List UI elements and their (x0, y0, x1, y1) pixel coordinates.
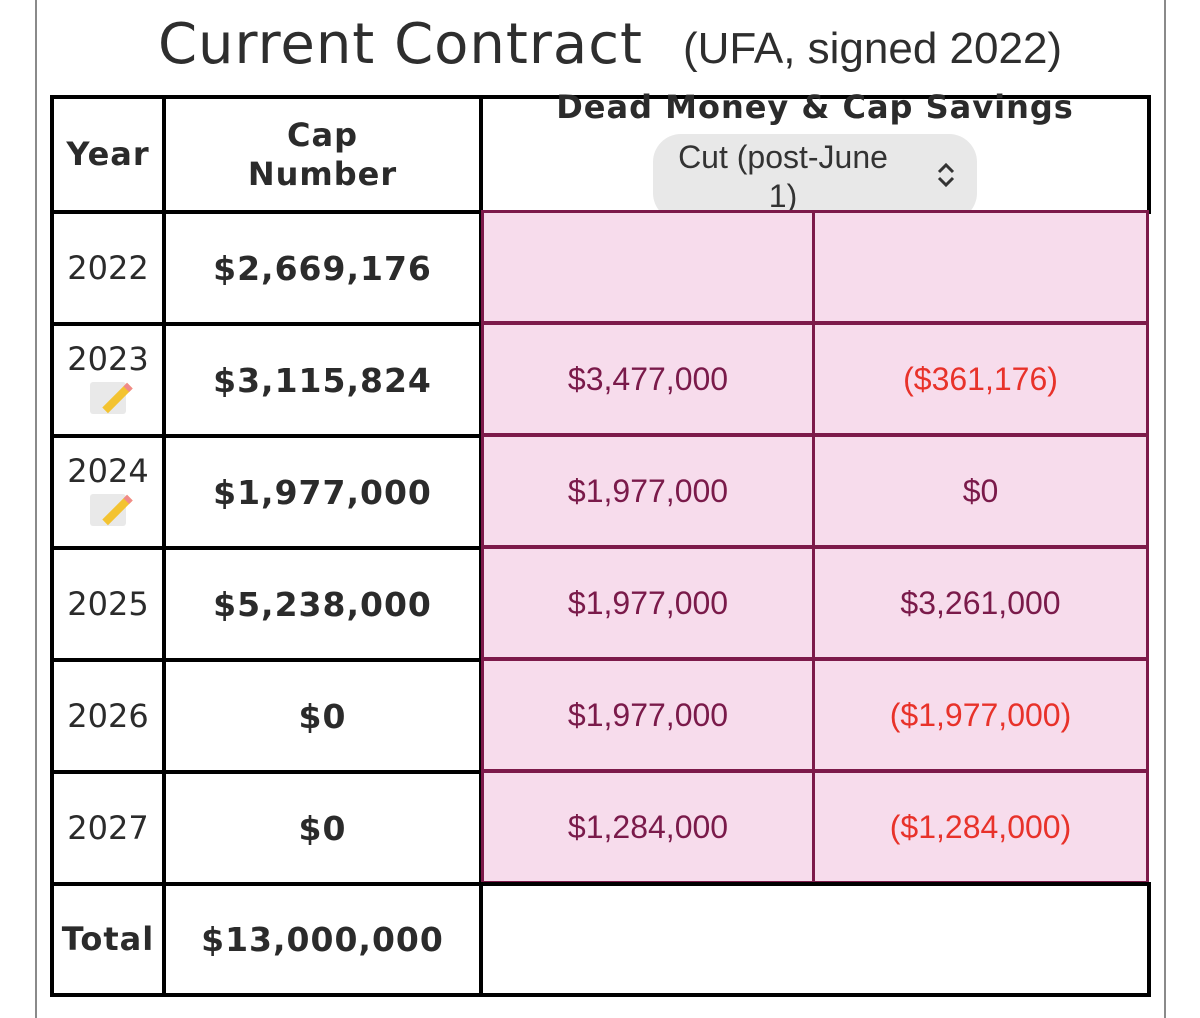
year-cell: 2022 (50, 210, 166, 326)
dead-money-cell: $3,477,000 (481, 322, 815, 436)
cap-savings-cell: ($1,977,000) (812, 658, 1149, 772)
cap-number-cell: $3,115,824 (162, 322, 483, 438)
dead-money-value: $1,977,000 (567, 584, 729, 621)
header-dead-label: Dead Money & Cap Savings (556, 87, 1074, 126)
cap-number-cell: $2,669,176 (162, 210, 483, 326)
header-cap-line2: Number (247, 154, 398, 193)
year-value: 2024 (67, 452, 149, 490)
cap-number-cell: $1,977,000 (162, 434, 483, 550)
scenario-select[interactable]: Cut (post-June 1) (653, 134, 977, 222)
cap-number-value: $2,669,176 (213, 248, 432, 288)
total-label-cell: Total (50, 882, 166, 997)
cap-number-cell: $0 (162, 658, 483, 774)
dead-money-cell: $1,977,000 (481, 658, 815, 772)
header-cap-line1: Cap (287, 116, 358, 155)
cap-number-value: $3,115,824 (213, 360, 432, 400)
scenario-select-value: Cut (post-June 1) (678, 139, 888, 214)
cap-savings-cell: ($1,284,000) (812, 770, 1149, 884)
total-empty-cell (479, 882, 1151, 997)
year-cell: 2023 (50, 322, 166, 438)
dead-money-cell: $1,977,000 (481, 434, 815, 548)
note-pencil-icon[interactable] (90, 382, 126, 414)
left-border (35, 0, 37, 1018)
year-value: 2025 (67, 585, 149, 623)
total-label: Total (61, 920, 155, 959)
dead-money-value: $3,477,000 (567, 360, 729, 397)
dead-money-value: $1,977,000 (567, 472, 729, 509)
title-main: Current Contract (157, 12, 643, 77)
dead-money-cell (481, 210, 815, 324)
header-year-label: Year (66, 135, 150, 174)
dead-money-cell: $1,977,000 (481, 546, 815, 660)
total-cap: $13,000,000 (201, 920, 444, 959)
right-border (1164, 0, 1166, 1018)
cap-number-cell: $5,238,000 (162, 546, 483, 662)
note-pencil-icon[interactable] (90, 494, 126, 526)
cap-number-value: $0 (298, 696, 347, 736)
cap-number-cell: $0 (162, 770, 483, 886)
year-value: 2023 (67, 340, 149, 378)
up-down-chevron-icon (935, 158, 957, 196)
cap-number-value: $5,238,000 (213, 584, 432, 624)
cap-savings-value: ($361,176) (903, 360, 1058, 397)
dead-money-value: $1,284,000 (567, 808, 729, 845)
year-cell: 2024 (50, 434, 166, 550)
cap-savings-value: $3,261,000 (900, 584, 1061, 621)
year-cell: 2025 (50, 546, 166, 662)
cap-savings-cell: $3,261,000 (812, 546, 1149, 660)
cap-savings-cell: ($361,176) (812, 322, 1149, 436)
year-cell: 2027 (50, 770, 166, 886)
section-title: Current Contract (UFA, signed 2022) (0, 12, 1200, 77)
dead-money-cell: $1,284,000 (481, 770, 815, 884)
year-value: 2026 (67, 697, 149, 735)
cap-savings-value: $0 (962, 472, 999, 509)
year-cell: 2026 (50, 658, 166, 774)
cap-number-value: $1,977,000 (213, 472, 432, 512)
year-value: 2027 (67, 809, 149, 847)
header-year: Year (50, 95, 166, 214)
total-cap-cell: $13,000,000 (162, 882, 483, 997)
cap-savings-value: ($1,284,000) (889, 808, 1072, 845)
dead-money-value: $1,977,000 (567, 696, 729, 733)
title-sub: (UFA, signed 2022) (682, 24, 1063, 73)
cap-savings-cell (812, 210, 1149, 324)
header-cap-number: Cap Number (162, 95, 483, 214)
cap-savings-cell: $0 (812, 434, 1149, 548)
cap-number-value: $0 (298, 808, 347, 848)
year-value: 2022 (67, 249, 149, 287)
header-dead-money: Dead Money & Cap Savings Cut (post-June … (479, 88, 1151, 222)
cap-savings-value: ($1,977,000) (889, 696, 1072, 733)
